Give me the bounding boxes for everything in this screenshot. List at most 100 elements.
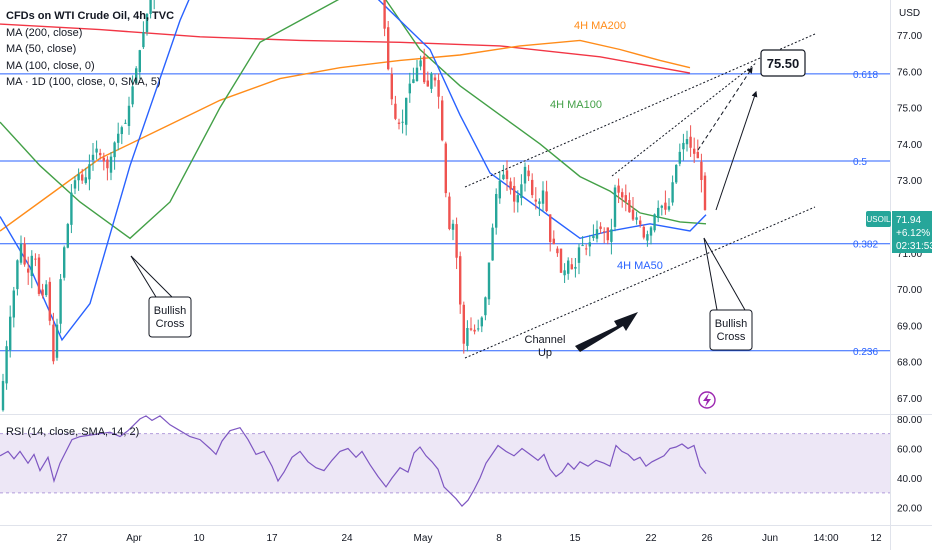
candle-body [606,227,609,241]
candle-body [473,329,476,332]
candle-body [95,148,98,153]
candle-body [138,50,141,73]
candle-body [635,217,638,220]
candle-body [552,238,555,245]
fib-label: 0.5 [853,157,867,168]
candle-body [621,192,624,198]
candle-body [451,223,455,230]
candle-body [595,229,599,239]
candle-body [9,316,12,351]
candle-body [696,151,699,159]
candle-body [527,170,530,177]
candle-body [563,270,566,276]
rsi-tick-label: 20.00 [897,504,922,515]
legend-ma1d[interactable]: MA · 1D (100, close, 0, SMA, 5) [6,76,161,88]
candle-body [660,205,663,208]
candle-body [397,122,401,124]
candle-body [592,235,595,239]
candle-body [448,196,451,229]
candle-body [387,27,390,70]
bullish-cross-1-box [148,296,192,338]
candle-body [462,304,465,344]
chart-title: CFDs on WTI Crude Oil, 4h, TVC [6,10,175,22]
candle-body [703,175,707,210]
candle-body [531,179,534,196]
candle-body [109,156,113,173]
candle-body [657,207,660,218]
candle-body [480,317,483,327]
candle-body [415,67,419,82]
candle-body [405,97,408,125]
channel-lower-line [464,206,816,359]
time-tick-label: 27 [56,533,68,544]
rsi-tick-label: 80.00 [897,415,922,426]
ma-line [0,0,707,240]
ma-line [0,39,691,232]
candle-body [124,122,127,124]
candle-body [120,127,123,135]
candle-body [541,190,545,204]
candle-body [534,199,537,202]
candle-body [502,174,505,180]
candle-body [390,73,393,100]
legend-ma200[interactable]: MA (200, close) [6,26,83,39]
candle-body [23,243,26,265]
candle-body [675,164,678,183]
ma200-label: 4H MA200 [574,20,626,32]
candle-body [127,105,131,126]
candle-body [70,192,73,225]
channel-projection-line [611,62,757,177]
time-tick-label: 10 [193,533,205,544]
candle-body [142,31,145,48]
candle-body [441,100,444,141]
target-arrow [715,90,758,211]
candle-body [570,264,573,270]
fib-label: 0.618 [853,70,878,81]
candle-body [419,60,422,67]
price-tag-change: +6.12% [896,228,930,239]
candle-body [63,247,66,278]
candle-body [585,248,588,250]
candle-body [52,324,55,362]
candle-body [646,234,649,241]
candle-body [1,381,5,411]
candle-body [30,255,33,277]
candle-body [433,77,437,81]
legend-ma50[interactable]: MA (50, close) [6,43,77,55]
legend-ma100[interactable]: MA (100, close, 0) [6,59,95,72]
candle-body [689,136,692,148]
price-tick-label: 68.00 [897,358,922,369]
price-tag-price: 71.94 [896,215,921,226]
candle-body [5,346,8,384]
time-tick-label: 22 [645,533,657,544]
candle-body [516,195,519,203]
candle-body [581,245,584,247]
lightning-icon[interactable] [698,391,716,409]
candle-body [102,157,105,162]
candle-body [653,214,656,231]
time-tick-label: Jun [762,533,778,544]
rsi-line [0,415,707,507]
rsi-legend[interactable]: RSI (14, close, SMA, 14, 2) [6,426,140,438]
candle-body [59,279,62,324]
candle-body [700,161,703,181]
candle-body [678,151,681,164]
candle-body [117,133,120,143]
candle-body [664,202,667,210]
bullish-cross-1-pointer [130,255,157,298]
candle-body [412,79,415,84]
candle-body [401,121,404,123]
candle-body [667,206,671,210]
candle-body [491,227,494,261]
candle-body [520,184,523,199]
candle-body [545,191,548,212]
target-box [760,49,806,77]
candle-body [685,139,689,145]
time-tick-label: 17 [266,533,278,544]
price-tick-label: 71.00 [897,249,922,260]
bullish-cross-2-label-2: Cross [717,331,746,343]
rsi-tick-label: 40.00 [897,474,922,485]
ma-line [0,23,691,74]
candle-body [19,243,23,263]
candle-body [642,226,645,238]
